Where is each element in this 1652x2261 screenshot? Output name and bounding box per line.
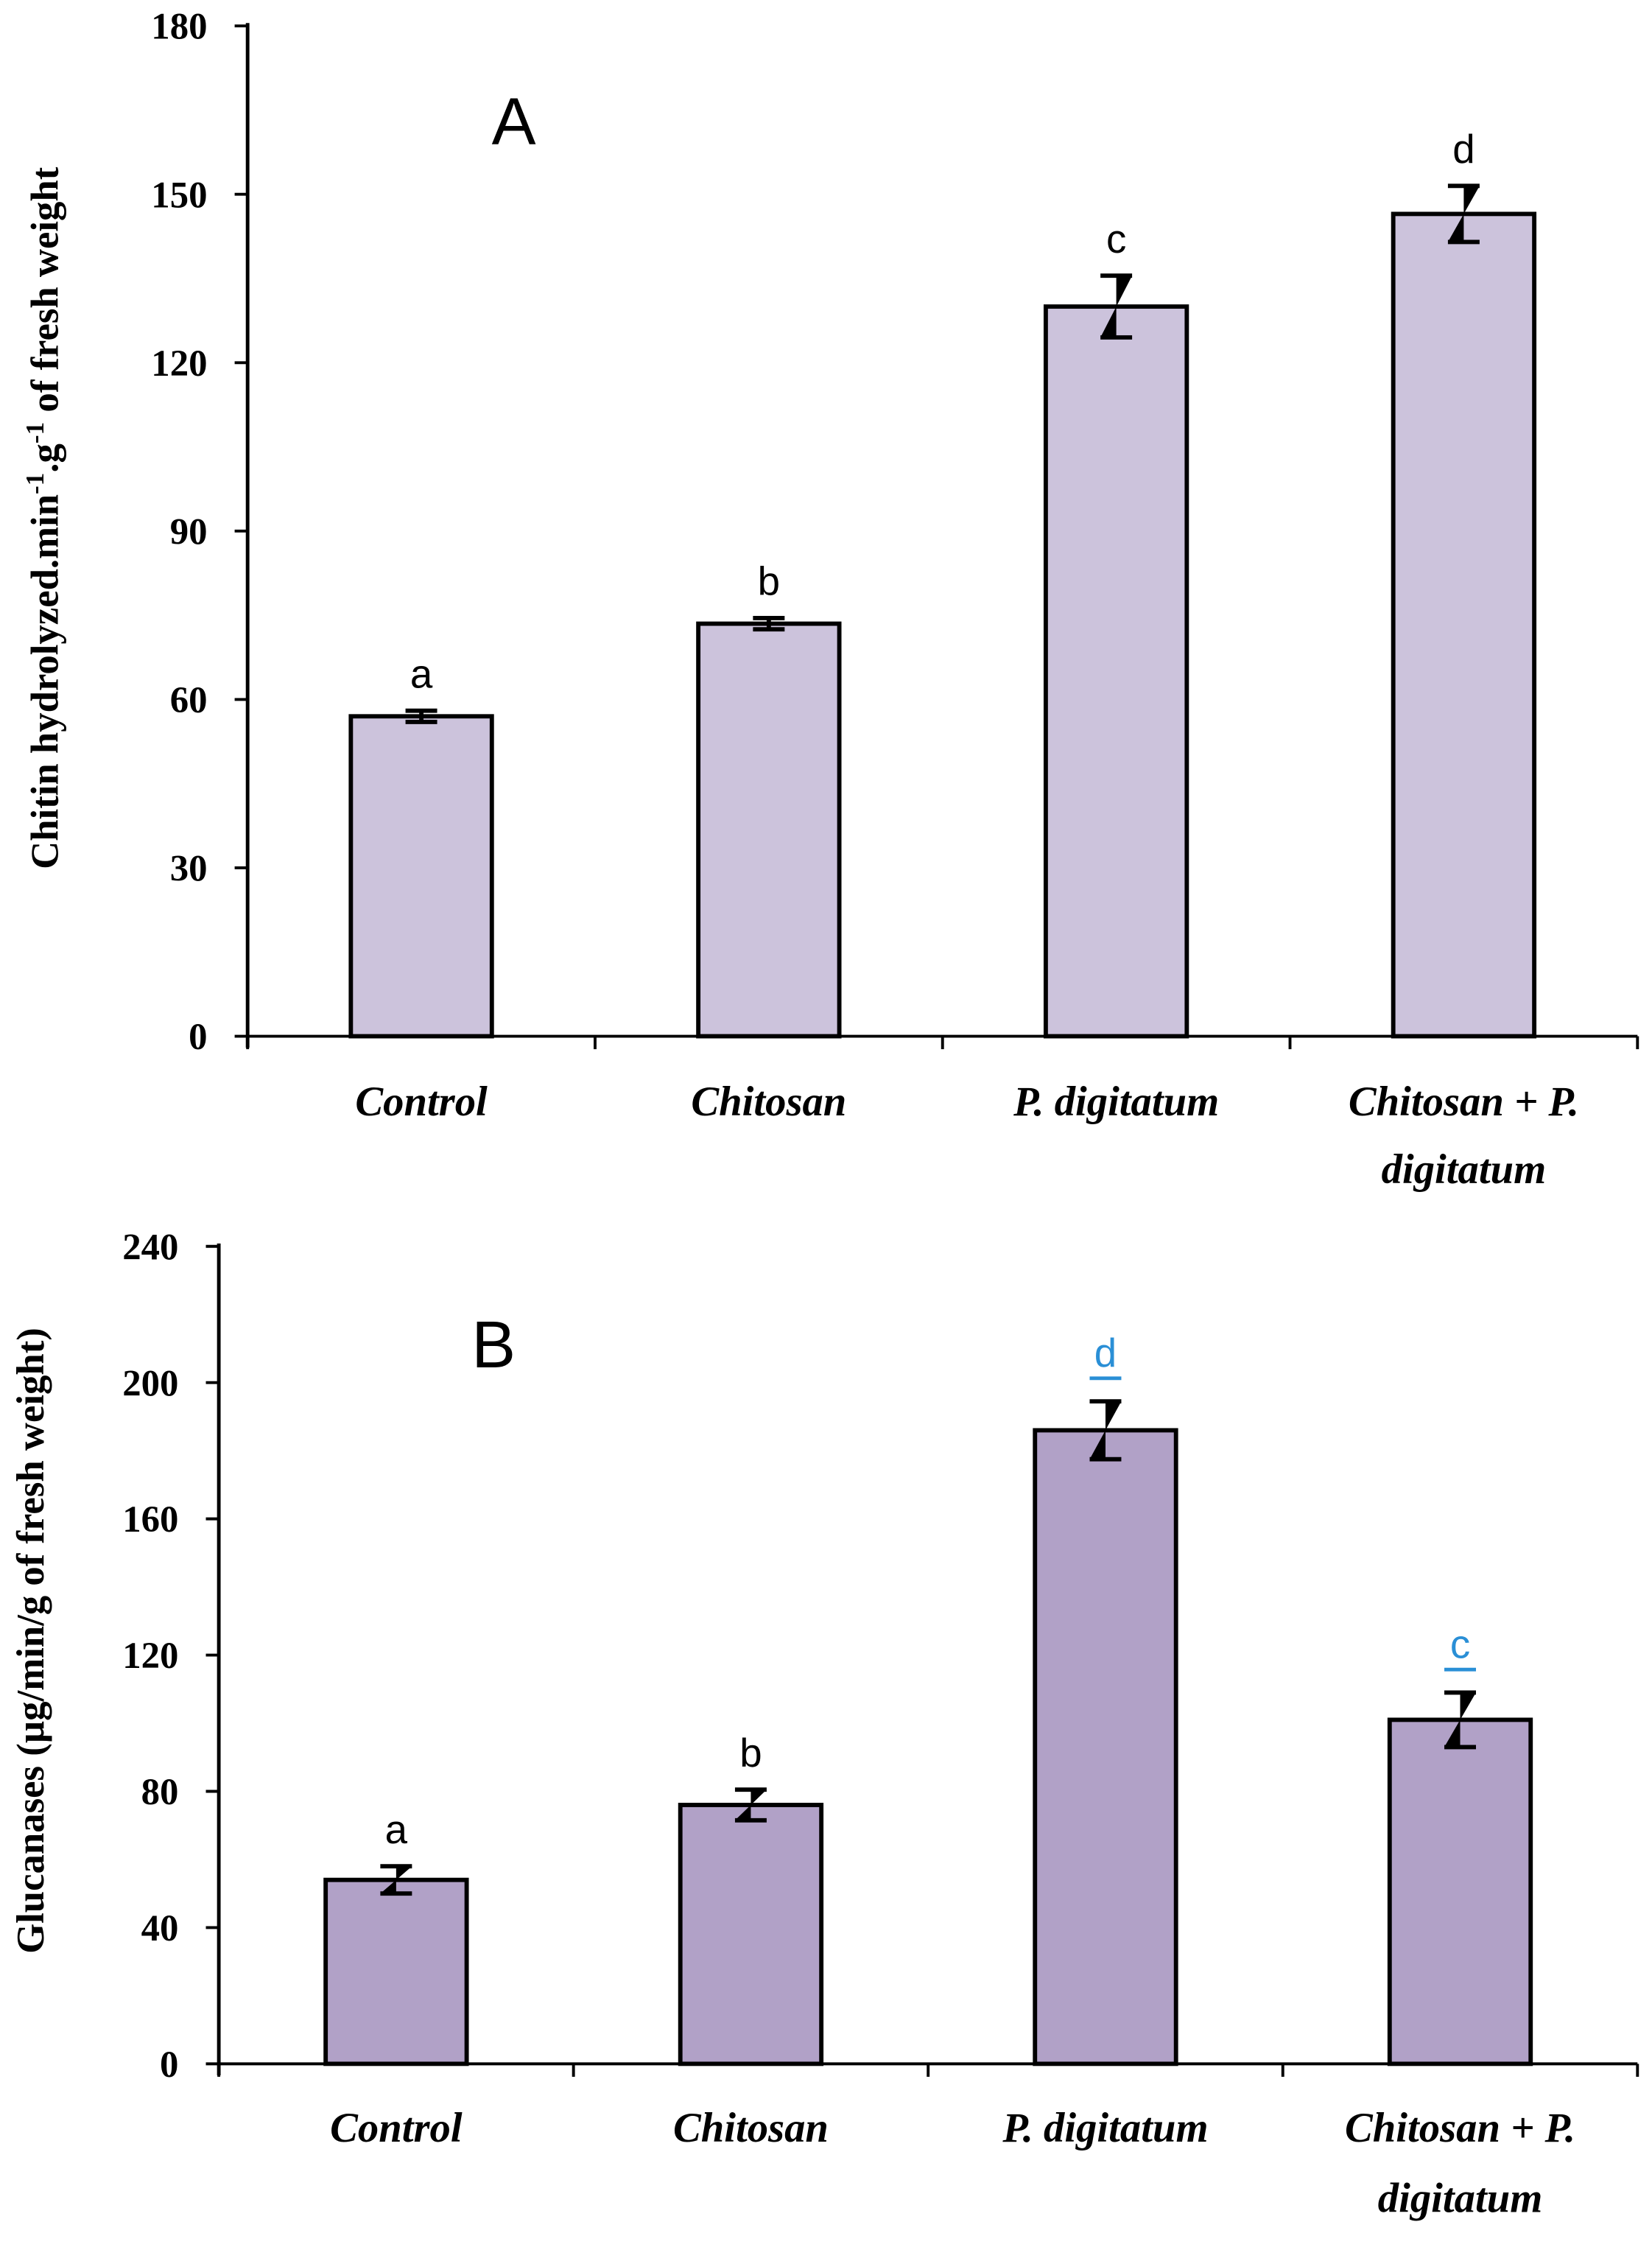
bar (323, 1877, 469, 2067)
category-label: Control (355, 1079, 488, 1125)
error-bar-glyph (734, 1789, 767, 1820)
y-tick-label: 120 (122, 1635, 178, 1676)
error-bar (753, 616, 785, 632)
y-tick-label: 0 (189, 1016, 207, 1057)
y-tick-label: 0 (160, 2044, 178, 2085)
category-label: Chitosan (673, 2106, 829, 2151)
bar (1043, 304, 1189, 1039)
y-axis-label-part: Chitin hydrolyzed.min (24, 494, 66, 869)
significance-letter: c (1106, 216, 1126, 262)
chart-b: 0 40 80 120 160 200 240 a Control b Chitosan d P. di… (10, 1226, 1639, 2222)
error-bar (1100, 273, 1133, 340)
y-tick-label: 60 (170, 679, 208, 721)
significance-letter: c (1450, 1622, 1470, 1667)
y-tick-label: 30 (170, 848, 208, 889)
y-axis-label: Chitin hydrolyzed.min-1.g-1 of fresh wei… (21, 166, 67, 869)
y-tick-label: 80 (141, 1771, 179, 1812)
bar (696, 621, 842, 1039)
panel-label: A (492, 85, 536, 158)
y-tick-label: 120 (151, 343, 207, 384)
error-bar-glyph (380, 1866, 412, 1894)
bar (1033, 1428, 1178, 2067)
y-tick-label: 150 (151, 174, 207, 215)
y-axis-label-part: -1 (21, 422, 49, 444)
category-label: digitatum (1382, 1147, 1546, 1193)
error-bar (405, 708, 437, 724)
category-label: Chitosan + P. (1345, 2106, 1575, 2151)
bar (1391, 211, 1537, 1039)
significance-letter: a (410, 651, 433, 696)
category-label: Chitosan + P. (1349, 1079, 1579, 1125)
significance-letter: d (1094, 1330, 1117, 1375)
significance-letter: a (385, 1806, 408, 1852)
error-bar-glyph (1100, 276, 1133, 338)
y-axis-label-part: of fresh weight (24, 166, 66, 422)
category-label: P. digitatum (1013, 1079, 1219, 1125)
y-axis-label-part: .g (24, 444, 66, 473)
significance-letter: d (1452, 126, 1475, 172)
significance-letter: b (758, 558, 780, 604)
y-axis-label: Glucanases (µg/min/g of fresh weight) (10, 1328, 52, 1954)
category-label: P. digitatum (1002, 2106, 1208, 2151)
bar (678, 1803, 824, 2067)
significance-letter: b (739, 1730, 762, 1776)
y-axis-label-part: -1 (21, 473, 49, 494)
error-bar (380, 1864, 412, 1896)
error-bar (1444, 1690, 1477, 1750)
panel-label: B (471, 1308, 516, 1382)
bar (348, 714, 494, 1039)
y-tick-label: 200 (122, 1362, 178, 1403)
category-label: Chitosan (691, 1079, 846, 1125)
bar (1387, 1717, 1533, 2067)
y-tick-label: 40 (141, 1907, 179, 1949)
category-label: Control (330, 2106, 463, 2151)
y-tick-label: 180 (151, 6, 207, 47)
y-tick-label: 240 (122, 1226, 178, 1267)
y-tick-label: 90 (170, 511, 208, 552)
error-bar (734, 1787, 767, 1823)
y-tick-label: 160 (122, 1498, 178, 1540)
category-label: digitatum (1378, 2176, 1542, 2222)
error-bar-glyph (1444, 1692, 1477, 1748)
chart-a: 0 30 60 90 120 150 180 a Control b Chitosan c P. dig… (21, 6, 1639, 1193)
